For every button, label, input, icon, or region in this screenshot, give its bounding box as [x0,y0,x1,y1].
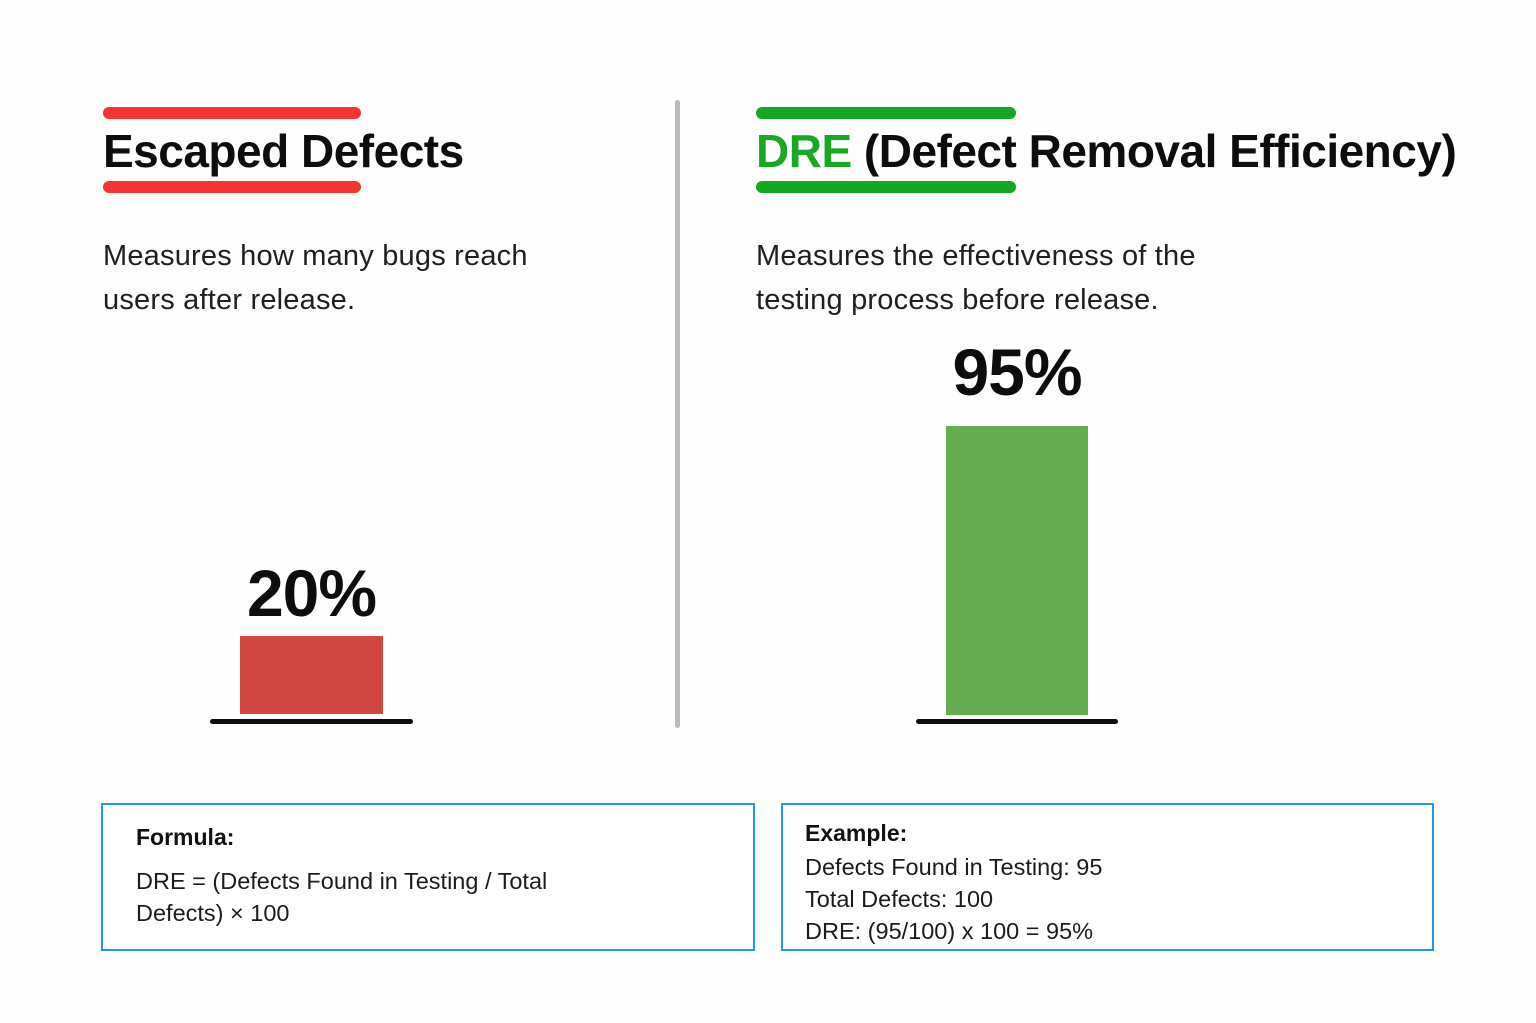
green-accent-bar-top [756,107,1016,119]
formula-line1: DRE = (Defects Found in Testing / Total [136,868,548,894]
formula-line2: Defects) × 100 [136,900,290,926]
example-line3: DRE: (95/100) x 100 = 95% [805,918,1094,944]
formula-box-label: Formula: [136,824,235,850]
example-line2: Total Defects: 100 [805,886,994,912]
dre-value-label: 95% [952,335,1082,409]
escaped-defects-baseline [210,719,413,724]
example-box-label: Example: [805,820,908,846]
escaped-defects-value-label: 20% [246,556,377,630]
dre-title-rest: (Defect Removal Efficiency) [851,125,1457,177]
escaped-defects-title: Escaped Defects [103,125,464,177]
formula-box: Formula: DRE = (Defects Found in Testing… [101,803,755,951]
column-divider [675,100,680,728]
escaped-defects-description-line1: Measures how many bugs reach [103,240,528,272]
dre-description: Measures the effectiveness of the testin… [756,234,1196,322]
dre-title-highlight: DRE [756,125,852,177]
formula-box-text: DRE = (Defects Found in Testing / Total … [136,865,547,929]
red-accent-bar-bottom [103,181,361,193]
escaped-defects-description: Measures how many bugs reach users after… [103,234,528,322]
dre-description-line2: testing process before release. [756,284,1159,316]
dre-description-line1: Measures the effectiveness of the [756,240,1196,272]
example-box-text: Defects Found in Testing: 95 Total Defec… [805,851,1102,947]
green-accent-bar-bottom [756,181,1016,193]
example-box: Example: Defects Found in Testing: 95 To… [781,803,1434,951]
dre-bar [946,426,1088,715]
escaped-defects-bar [240,636,383,714]
example-line1: Defects Found in Testing: 95 [805,854,1103,880]
dre-title: DRE (Defect Removal Efficiency) [756,125,1457,177]
red-accent-bar-top [103,107,361,119]
escaped-defects-description-line2: users after release. [103,284,356,316]
dre-baseline [916,719,1118,724]
